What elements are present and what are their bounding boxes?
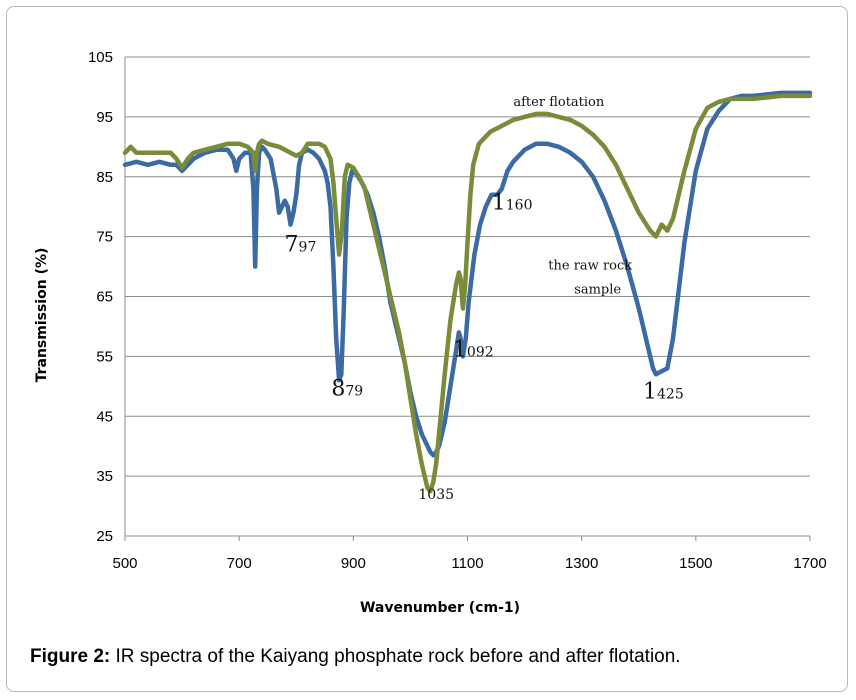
- series-annotation: the raw rock: [548, 259, 632, 274]
- y-tick-label: 95: [96, 109, 113, 126]
- series-annotation: sample: [574, 283, 621, 298]
- peak-label: 1425: [643, 379, 684, 404]
- peak-label: 879: [331, 376, 363, 401]
- series-lines: [122, 90, 813, 494]
- peak-label: 1092: [453, 337, 494, 362]
- y-tick-label: 25: [96, 528, 113, 545]
- y-tick-label: 85: [96, 169, 113, 186]
- annotations: after flotation the raw rock sample 797 879 1…: [285, 95, 684, 503]
- x-tick-label: 1100: [451, 555, 483, 572]
- axes: 25 35 45 55 65 75 85 95 105 500 700 900 1100 1300 1500…: [88, 49, 827, 572]
- y-tick-label: 75: [96, 229, 113, 246]
- y-tick-label: 35: [96, 468, 113, 485]
- figure-frame: [6, 6, 848, 692]
- x-tick-label: 900: [341, 555, 366, 572]
- caption-text: IR spectra of the Kaiyang phosphate rock…: [115, 646, 681, 667]
- x-tick-label: 1700: [793, 555, 826, 572]
- x-tick-label: 1300: [565, 555, 598, 572]
- peak-label: 797: [285, 233, 317, 258]
- y-tick-label: 45: [96, 408, 113, 425]
- figure-caption: Figure 2: IR spectra of the Kaiyang phos…: [30, 646, 840, 668]
- x-tick-label: 1500: [679, 555, 712, 572]
- x-tick-label: 500: [112, 555, 137, 572]
- x-axis-title: Wavenumber (cm-1): [360, 600, 520, 616]
- y-tick-label: 105: [88, 49, 113, 66]
- series-annotation: after flotation: [513, 95, 605, 110]
- x-tick-label: 700: [227, 555, 252, 572]
- caption-label: Figure 2:: [30, 646, 111, 667]
- ir-spectra-chart: 25 35 45 55 65 75 85 95 105 500 700 900 1100 1300 1500…: [34, 49, 827, 616]
- peak-label: 1160: [492, 191, 533, 216]
- y-tick-label: 55: [96, 348, 113, 365]
- y-axis-title: Transmission (%): [34, 248, 50, 383]
- after-flotation-series-line: [122, 93, 813, 494]
- peak-label: 1035: [418, 487, 454, 503]
- y-tick-label: 65: [96, 289, 113, 306]
